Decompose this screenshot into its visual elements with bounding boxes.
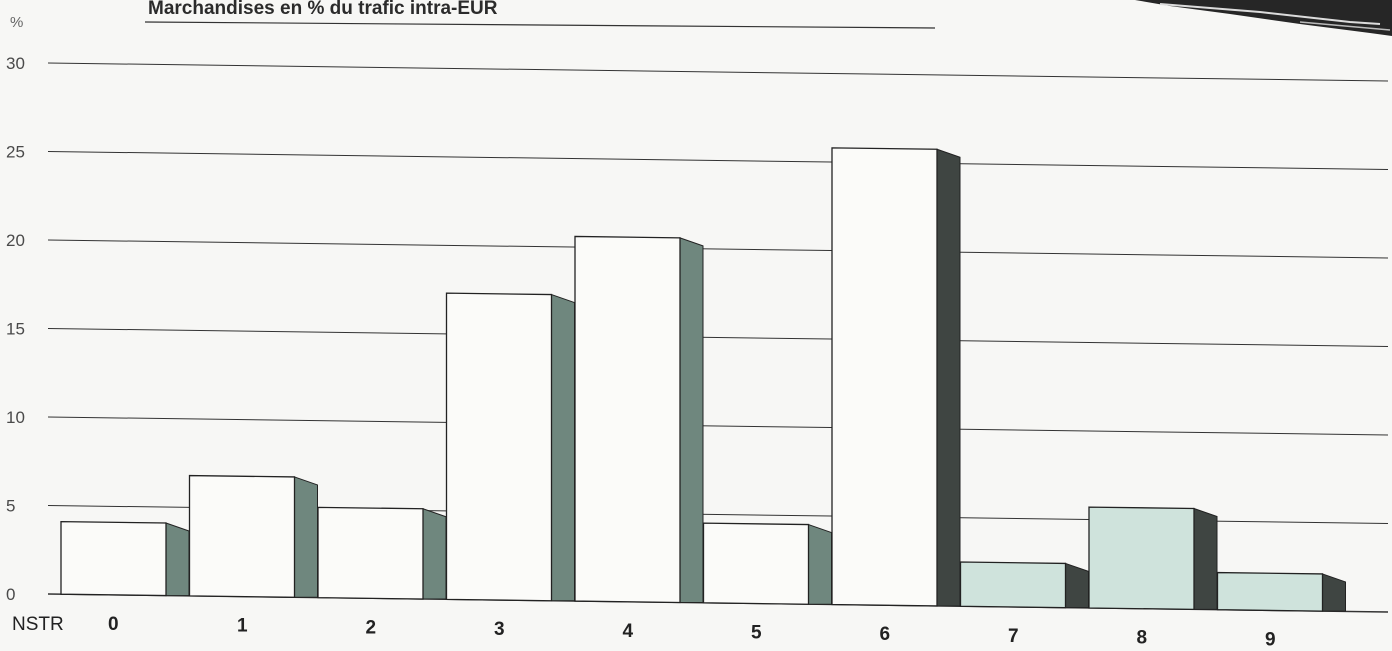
x-tick-label: 8 bbox=[1137, 628, 1148, 649]
chart-header: Marchandises en % du trafic intra-EUR % bbox=[10, 0, 936, 31]
bar-side-face bbox=[679, 237, 704, 603]
y-tick-label: 5 bbox=[6, 497, 15, 516]
chart-title: Marchandises en % du trafic intra-EUR bbox=[148, 0, 498, 19]
x-tick-label: 5 bbox=[751, 623, 762, 644]
bar-4 bbox=[574, 235, 704, 604]
y-axis-tick-labels: 0 5 10 15 20 25 30 bbox=[6, 54, 25, 604]
bar-2 bbox=[317, 506, 447, 600]
title-underline bbox=[144, 21, 936, 29]
bar-8 bbox=[1088, 506, 1218, 611]
bars bbox=[60, 147, 1346, 612]
x-axis-label: NSTR bbox=[12, 614, 64, 635]
y-tick-label: 30 bbox=[6, 54, 25, 73]
x-tick-label: 6 bbox=[880, 624, 891, 645]
bar-side-face bbox=[294, 476, 318, 598]
bar-side-face bbox=[936, 148, 961, 607]
y-axis-unit: % bbox=[10, 14, 23, 31]
bar-front-face bbox=[831, 147, 938, 607]
x-tick-label: 2 bbox=[366, 617, 377, 638]
bar-side-face bbox=[551, 293, 575, 602]
bar-front-face bbox=[317, 506, 424, 600]
bar-front-face bbox=[702, 522, 810, 605]
bar-side-face bbox=[1193, 507, 1218, 610]
bar-5 bbox=[702, 522, 832, 605]
y-tick-label: 20 bbox=[6, 231, 25, 250]
bar-3 bbox=[445, 292, 575, 602]
x-tick-label: 7 bbox=[1008, 626, 1019, 647]
bar-front-face bbox=[959, 561, 1067, 609]
x-tick-label: 1 bbox=[237, 616, 248, 637]
bar-front-face bbox=[188, 474, 296, 598]
y-tick-label: 25 bbox=[6, 143, 25, 162]
bar-side-face bbox=[422, 508, 447, 600]
y-tick-label: 0 bbox=[6, 585, 15, 604]
y-tick-label: 15 bbox=[6, 320, 25, 339]
x-tick-label: 0 bbox=[108, 614, 119, 635]
x-axis-tick-labels: NSTR 0 1 2 3 4 5 6 7 8 9 bbox=[12, 614, 1276, 650]
gridline-20 bbox=[47, 239, 1389, 259]
gridline-25 bbox=[47, 151, 1389, 170]
bar-front-face bbox=[60, 520, 167, 597]
ship-illustration bbox=[1135, 0, 1392, 36]
bar-side-face bbox=[1322, 573, 1346, 612]
gridline-30 bbox=[47, 62, 1389, 82]
gridline-15 bbox=[47, 328, 1389, 347]
y-tick-label: 10 bbox=[6, 408, 25, 427]
bar-front-face bbox=[574, 235, 681, 604]
x-tick-label: 9 bbox=[1265, 629, 1276, 650]
bar-front-face bbox=[445, 292, 553, 602]
bar-1 bbox=[188, 474, 318, 598]
bar-6 bbox=[831, 147, 961, 607]
bar-side-face bbox=[808, 523, 832, 605]
bar-side-face bbox=[165, 522, 190, 597]
x-tick-label: 3 bbox=[494, 619, 505, 640]
bar-9 bbox=[1216, 571, 1346, 612]
bar-7 bbox=[959, 561, 1089, 609]
gridline-10 bbox=[47, 416, 1389, 436]
bar-0 bbox=[60, 520, 190, 597]
bar-front-face bbox=[1088, 506, 1195, 611]
x-tick-label: 4 bbox=[623, 621, 634, 642]
bar-side-face bbox=[1065, 562, 1089, 609]
bar-front-face bbox=[1216, 571, 1324, 612]
